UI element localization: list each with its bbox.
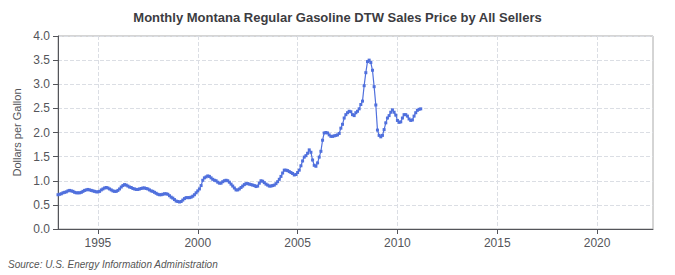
- svg-text:2010: 2010: [384, 236, 411, 250]
- svg-text:Source: U.S. Energy Informatio: Source: U.S. Energy Information Administ…: [8, 259, 218, 270]
- svg-text:2020: 2020: [584, 236, 611, 250]
- svg-text:2.5: 2.5: [33, 101, 50, 115]
- svg-text:1.5: 1.5: [33, 150, 50, 164]
- svg-text:0.5: 0.5: [33, 198, 50, 212]
- svg-text:2015: 2015: [484, 236, 511, 250]
- svg-text:Monthly Montana Regular Gasoli: Monthly Montana Regular Gasoline DTW Sal…: [133, 10, 541, 25]
- svg-text:2000: 2000: [184, 236, 211, 250]
- svg-text:4.0: 4.0: [33, 29, 50, 43]
- svg-text:1995: 1995: [85, 236, 112, 250]
- svg-text:1.0: 1.0: [33, 174, 50, 188]
- svg-text:0.0: 0.0: [33, 222, 50, 236]
- svg-text:3.0: 3.0: [33, 77, 50, 91]
- svg-text:2.0: 2.0: [33, 126, 50, 140]
- svg-text:Dollars per Gallon: Dollars per Gallon: [11, 88, 23, 176]
- svg-text:2005: 2005: [284, 236, 311, 250]
- svg-text:3.5: 3.5: [33, 53, 50, 67]
